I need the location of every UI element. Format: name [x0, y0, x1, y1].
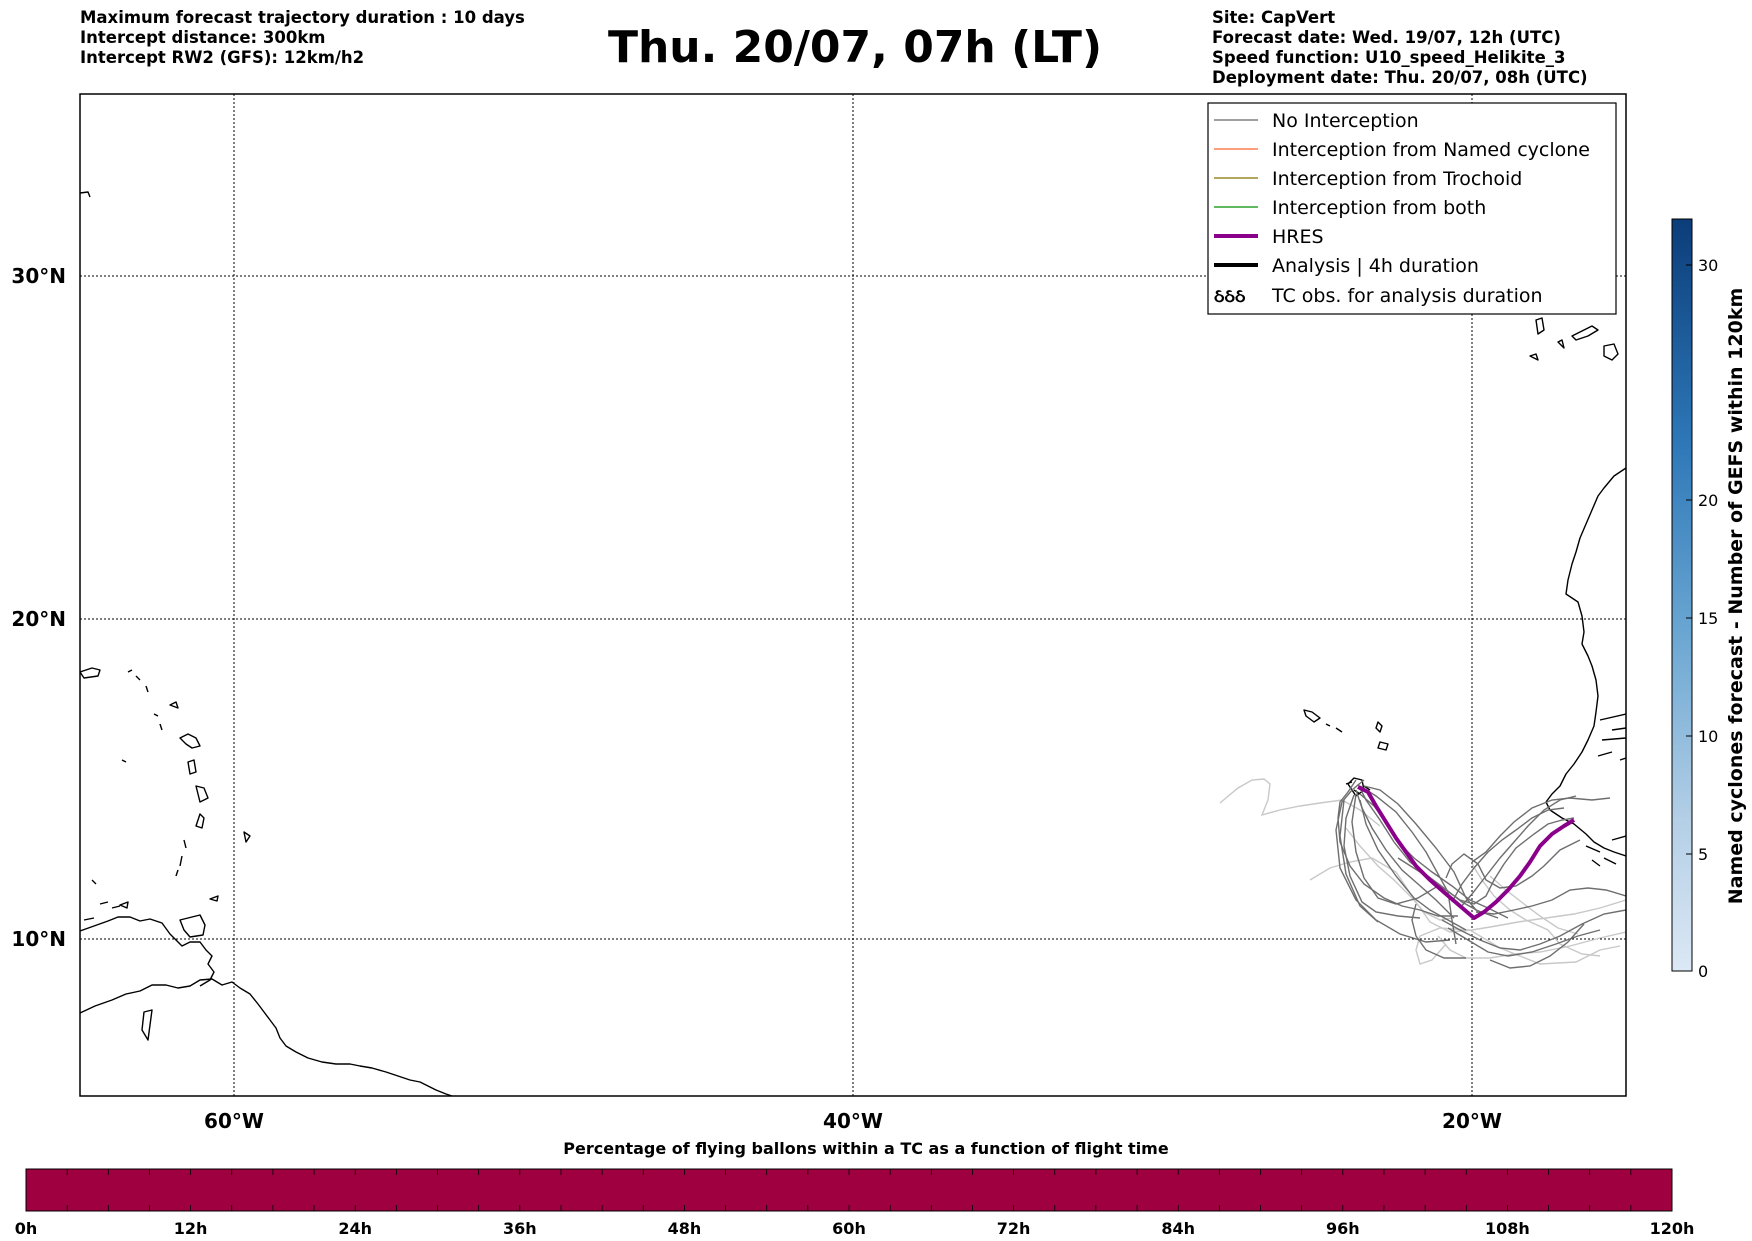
bt-tick-0h: 0h: [15, 1219, 38, 1238]
lat-tick-20n: 20°N: [11, 607, 66, 631]
tobago-island: [209, 895, 219, 902]
cape-verde-south: [1347, 777, 1365, 797]
legend-item-trochoid: Interception from Trochoid: [1214, 168, 1522, 190]
dominica-island: [187, 759, 197, 775]
legend-label-tc-obs: TC obs. for analysis duration: [1271, 285, 1543, 307]
tc-symbol-icon: ઠઠઠ: [1214, 286, 1246, 307]
lon-tick-60w: 60°W: [204, 1109, 264, 1133]
gulf-of-paria: [141, 1009, 153, 1041]
colorbar-label: Named cyclones forecast - Number of GEFS…: [1725, 288, 1747, 905]
lon-tick-20w: 20°W: [1442, 1109, 1502, 1133]
lat-tick-10n: 10°N: [11, 927, 66, 951]
bt-tick-120h: 120h: [1650, 1219, 1695, 1238]
header-right-info: Site: CapVert Forecast date: Wed. 19/07,…: [1212, 8, 1588, 88]
virgin-islands: [127, 669, 149, 693]
bt-tick-108h: 108h: [1485, 1219, 1530, 1238]
florida-keys-north: [80, 191, 91, 198]
guadeloupe-island: [179, 733, 201, 749]
hres-trajectory: [1357, 785, 1576, 920]
map-legend: No Interception Interception from Named …: [1207, 102, 1617, 315]
mauritania-coast-detail: [1599, 713, 1626, 731]
st-lucia-island: [195, 813, 205, 829]
trajectory-ensemble: [1219, 778, 1626, 969]
deployment-date-text: Deployment date: Thu. 20/07, 08h (UTC): [1212, 68, 1588, 87]
legend-label-analysis: Analysis | 4h duration: [1272, 255, 1479, 277]
cb-tick-15: 15: [1698, 609, 1718, 628]
venezuela-coastline: [80, 916, 215, 987]
bt-tick-84h: 84h: [1161, 1219, 1195, 1238]
saba-island: [121, 713, 163, 763]
legend-label-both: Interception from both: [1272, 197, 1486, 219]
barbados-island: [243, 831, 251, 843]
south-america-coastline: [80, 978, 453, 1096]
cb-tick-10: 10: [1698, 727, 1718, 746]
bt-tick-72h: 72h: [997, 1219, 1031, 1238]
legend-item-named-cyclone: Interception from Named cyclone: [1214, 139, 1590, 161]
canary-islands: [1529, 317, 1619, 361]
header-left-info: Maximum forecast trajectory duration : 1…: [80, 8, 525, 68]
legend-label-trochoid: Interception from Trochoid: [1272, 168, 1522, 190]
grenadines: [175, 839, 187, 877]
cb-tick-5: 5: [1698, 845, 1708, 864]
legend-item-analysis: Analysis | 4h duration: [1214, 255, 1479, 277]
bt-tick-36h: 36h: [503, 1219, 537, 1238]
lat-tick-30n: 30°N: [11, 264, 66, 288]
intercept-distance-text: Intercept distance: 300km: [80, 28, 326, 47]
flight-time-colorbar: Percentage of flying ballons within a TC…: [15, 1139, 1695, 1238]
intercept-rw2-text: Intercept RW2 (GFS): 12km/h2: [80, 48, 365, 67]
legend-item-tc-obs: ઠઠઠ TC obs. for analysis duration: [1214, 285, 1543, 307]
cyclone-count-colorbar: 0 5 10 15 20 30 Named cyclones forecast …: [1671, 218, 1747, 981]
margarita-island: [119, 901, 129, 909]
cb-tick-0: 0: [1698, 962, 1708, 981]
senegal-river-mouth: [1597, 737, 1626, 761]
puerto-rico-island: [80, 667, 101, 679]
island-1: [169, 701, 179, 709]
page-title: Thu. 20/07, 07h (LT): [607, 22, 1103, 73]
cb-tick-20: 20: [1698, 491, 1718, 510]
lon-tick-40w: 40°W: [823, 1109, 883, 1133]
trinidad-island: [179, 914, 206, 938]
guinea-bissau-islands: [1585, 835, 1626, 867]
legend-item-hres: HRES: [1214, 226, 1324, 248]
legend-label-no-interception: No Interception: [1272, 110, 1419, 132]
legend-label-hres: HRES: [1272, 226, 1324, 248]
bt-tick-48h: 48h: [668, 1219, 702, 1238]
martinique-island: [195, 785, 209, 803]
speed-function-text: Speed function: U10_speed_Helikite_3: [1212, 48, 1566, 67]
bt-tick-12h: 12h: [174, 1219, 208, 1238]
legend-label-named-cyclone: Interception from Named cyclone: [1272, 139, 1590, 161]
bottom-colorbar-title: Percentage of flying ballons within a TC…: [563, 1139, 1169, 1158]
max-duration-text: Maximum forecast trajectory duration : 1…: [80, 8, 525, 27]
bt-tick-24h: 24h: [338, 1219, 372, 1238]
bt-tick-96h: 96h: [1326, 1219, 1360, 1238]
leeward-antilles: [83, 879, 121, 921]
site-text: Site: CapVert: [1212, 8, 1336, 27]
legend-item-both: Interception from both: [1214, 197, 1486, 219]
bt-tick-60h: 60h: [832, 1219, 866, 1238]
cb-tick-30: 30: [1698, 256, 1718, 275]
legend-item-no-interception: No Interception: [1214, 110, 1419, 132]
forecast-date-text: Forecast date: Wed. 19/07, 12h (UTC): [1212, 28, 1561, 47]
